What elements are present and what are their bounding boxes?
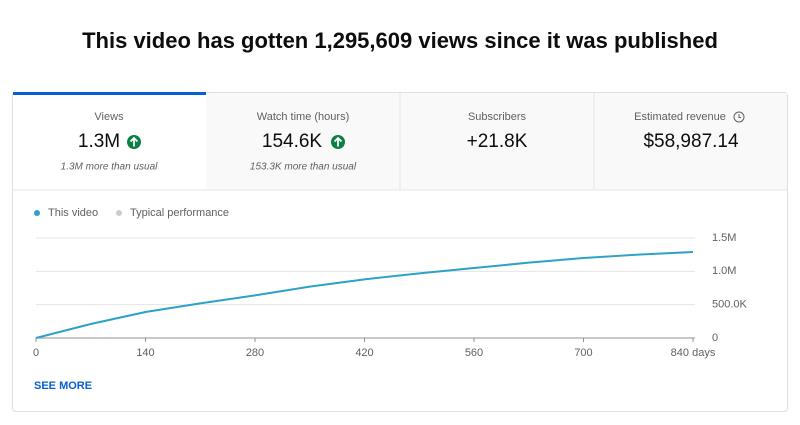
metric-note: 1.3M more than usual xyxy=(61,162,158,173)
x-tick-label: 140 xyxy=(136,347,154,359)
legend-label: This video xyxy=(48,207,98,219)
legend-swatch xyxy=(34,210,40,216)
x-tick-label: 840 days xyxy=(671,347,716,359)
metric-value: $58,987.14 xyxy=(643,131,739,152)
up-arrow-icon xyxy=(331,135,345,149)
metric-value: +21.8K xyxy=(467,131,528,152)
inactive-tabs-bg xyxy=(206,93,787,190)
metric-label: Estimated revenue xyxy=(634,111,726,123)
x-tick-label: 700 xyxy=(574,347,592,359)
clock-icon xyxy=(733,111,745,123)
x-tick-label: 280 xyxy=(246,347,264,359)
metric-value: 1.3M xyxy=(78,131,120,152)
y-tick-label: 1.0M xyxy=(712,265,736,277)
x-tick-label: 560 xyxy=(465,347,483,359)
x-tick-label: 420 xyxy=(355,347,373,359)
see-more-link[interactable]: SEE MORE xyxy=(34,380,92,392)
metric-value: 154.6K xyxy=(262,131,323,152)
up-arrow-icon xyxy=(127,135,141,149)
metric-label: Subscribers xyxy=(468,111,527,123)
metric-label: Watch time (hours) xyxy=(257,111,350,123)
y-tick-label: 0 xyxy=(712,332,718,344)
metric-label: Views xyxy=(94,111,124,123)
x-tick-label: 0 xyxy=(33,347,39,359)
series-line xyxy=(35,251,694,339)
metric-note: 153.3K more than usual xyxy=(250,162,357,173)
legend-label: Typical performance xyxy=(130,207,229,219)
y-tick-label: 500.0K xyxy=(712,299,748,311)
page-title: This video has gotten 1,295,609 views si… xyxy=(82,28,718,53)
selected-tab-indicator xyxy=(13,92,206,95)
y-tick-label: 1.5M xyxy=(712,232,736,244)
legend-swatch xyxy=(116,210,122,216)
